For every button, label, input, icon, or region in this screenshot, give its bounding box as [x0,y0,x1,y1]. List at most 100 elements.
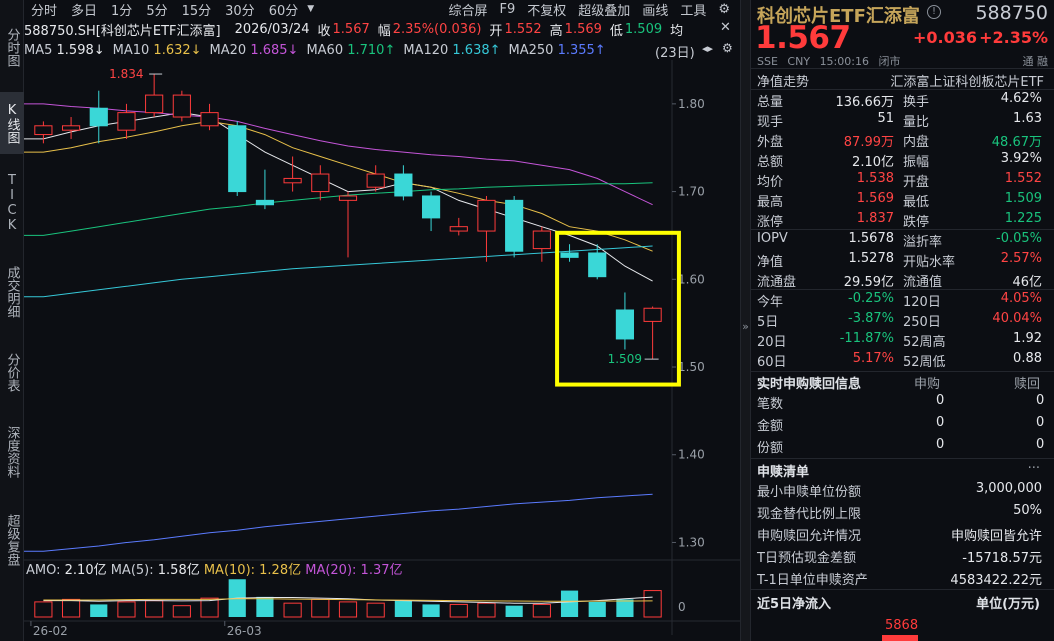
volume-bar [394,600,412,617]
y-tick-label: 1.30 [678,535,705,549]
stat-label: 内盘 [903,135,930,150]
stat-value: 1.509 [1004,191,1042,206]
settings-icon[interactable]: ⚙ [722,41,733,55]
stat-value: 51 [877,111,894,126]
ma-value: 1.638↑ [452,42,501,58]
volume-bar [643,590,662,618]
stat-value: 5.17% [852,351,894,366]
avg-label: 均 [670,23,684,39]
list-label: T日预估现金差额 [757,551,856,566]
netflow-bar [882,635,918,641]
collapse-icon[interactable]: ◂▸ [702,42,714,55]
period-tab[interactable]: 30分 [225,3,255,19]
list-value: 4583422.22元 [950,573,1042,588]
volume-bar [422,604,440,617]
more-icon[interactable]: ··· [1027,461,1040,476]
no-adjust-button[interactable]: 不复权 [527,3,567,19]
stat-label: 涨停 [757,215,784,230]
draw-line-button[interactable]: 画线 [642,3,669,19]
volume-bar [505,605,523,617]
stat-value: 40.04% [992,311,1042,326]
list-label: 现金替代比例上限 [757,507,862,522]
range-value: 2.35%(0.036) [392,21,482,37]
stat-row: 20日 -11.87% 52周高 1.92 [751,330,1054,350]
ma-legend-item: MA10 1.632↓ [113,43,202,58]
f9-button[interactable]: F9 [499,1,516,17]
subscribe-col-buy: 申购 [914,377,941,392]
ma-legend-item: MA5 1.598↓ [24,43,105,58]
info-icon[interactable]: ! [927,5,941,19]
ma-line-ma120 [24,245,653,298]
volume-bar [117,601,136,618]
nav-trade-detail[interactable]: 成交明细 [4,266,20,318]
nav-super-review[interactable]: 超级复盘 [4,514,20,566]
period-tab[interactable]: 多日 [71,3,98,19]
volume-bar [338,601,358,618]
candle-body [61,125,81,131]
y-tick-label: 1.50 [678,360,705,374]
candle-body [643,307,662,322]
tab-fund-fullname[interactable]: 汇添富上证科创板芯片ETF [890,75,1044,90]
subscribe-label: 份额 [757,441,784,456]
gear-icon[interactable]: ⚙ [718,1,730,17]
tab-nav-trend[interactable]: 净值走势 [757,75,810,90]
quote-tabs: 净值走势 汇添富上证科创板芯片ETF [751,68,1054,90]
period-tab[interactable]: 15分 [181,3,212,19]
period-tab[interactable]: 60分 [268,3,299,19]
ma-label: MA120 [403,42,453,58]
volume-legend-item: 1.58亿 [158,563,204,578]
super-overlay-button[interactable]: 超级叠加 [578,3,631,19]
stat-label: 量比 [903,115,930,130]
security-name: 科创芯片ETF汇添富 [757,6,920,27]
list-row: T日预估现金差额 -15718.57元 [751,547,1054,569]
stat-value: 87.99万 [843,135,894,150]
period-dropdown-icon[interactable]: ▼ [307,4,315,14]
candle-body [421,195,441,219]
subscribe-row: 笔数 0 0 [751,393,1054,415]
candle-body [172,94,191,118]
subscribe-label: 笔数 [757,397,784,412]
divider [751,229,1054,230]
x-tick-label: 26-03 [227,624,262,638]
ma-label: MA5 [24,42,57,58]
panel-toggle-icon[interactable]: » [742,320,749,333]
tools-button[interactable]: 工具 [680,3,707,19]
high-value: 1.569 [564,21,602,37]
ma-label: MA20 [209,42,251,58]
stat-label: 开盘 [903,175,930,190]
ma-legend-item: MA20 1.685↓ [210,43,299,58]
volume-bar [532,603,551,618]
nav-timeshare[interactable]: 分时图 [4,27,20,67]
volume-legend-item: 1.37亿 [361,563,403,578]
volume-ma-line [43,598,653,602]
volume-bar [560,590,579,617]
period-tab[interactable]: 5分 [146,3,168,19]
stat-value: 1.5678 [848,231,895,246]
close-icon[interactable]: ✕ [720,20,731,35]
list-row: 最小申赎单位份额 3,000,000 [751,481,1054,503]
candle-body [228,125,247,193]
stat-label: 流通值 [903,275,943,290]
ma-line-ma250 [24,493,653,552]
period-tab[interactable]: 分时 [31,3,58,19]
left-nav: 分时图 K线图 TICK 成交明细 分价表 深度资料 超级复盘 [0,0,24,641]
stat-label: 最低 [903,195,930,210]
nav-depth-data[interactable]: 深度资料 [4,426,20,478]
stat-value: 1.225 [1004,211,1042,226]
kline-info-line: 588750.SH[科创芯片ETF汇添富] 2026/03/24 收 1.567… [24,19,740,39]
kline-chart[interactable]: 1.80 1.70 1.60 1.50 1.40 1.30 1.834 1.509 AMO: 2… [24,60,740,641]
nav-tick[interactable]: TICK [4,173,20,233]
subscribe-redeem-value: 0 [1036,437,1045,452]
divider [751,289,1054,290]
volume-bar [172,605,191,618]
nav-price-table[interactable]: 分价表 [4,352,20,392]
ma-value: 1.685↓ [250,42,299,58]
candle-body [117,112,136,131]
nav-kline[interactable]: K线图 [0,92,24,154]
period-tab[interactable]: 1分 [111,3,133,19]
last-price: 1.567 [755,20,851,56]
composite-screen-button[interactable]: 综合屏 [448,3,488,19]
stat-label: 换手 [903,95,930,110]
volume-bar [256,596,274,617]
